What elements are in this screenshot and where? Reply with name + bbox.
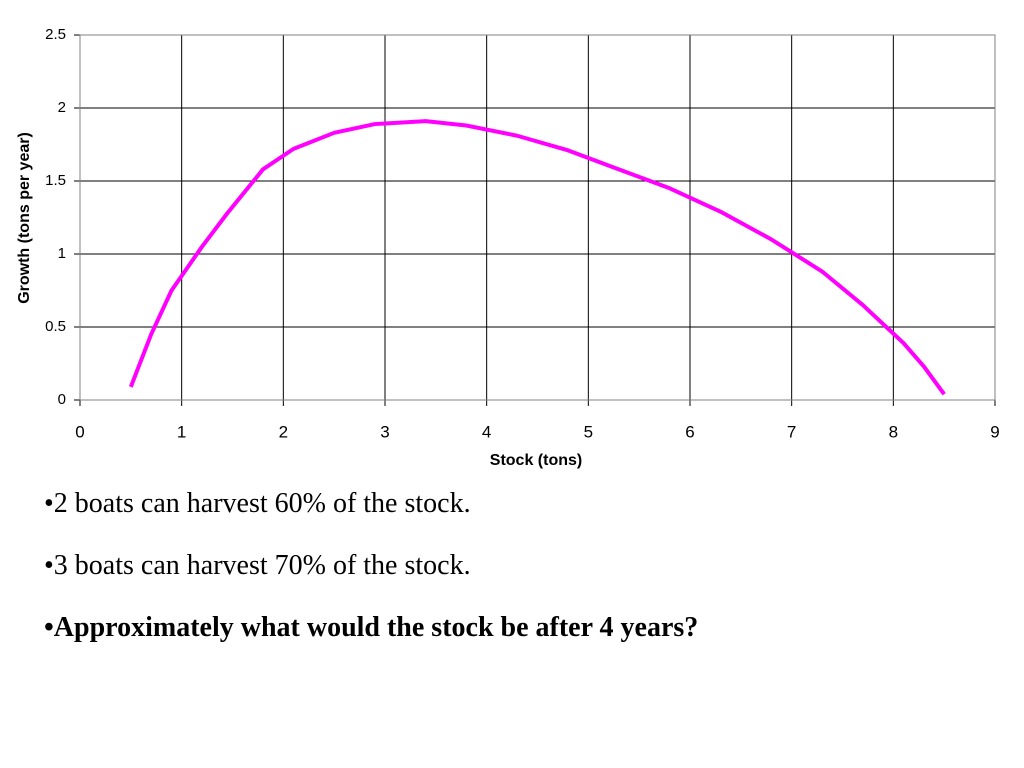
plot-border — [79, 34, 996, 401]
x-tick-label: 7 — [787, 422, 796, 441]
bullet: •2 boats can harvest 60% of the stock. — [44, 488, 471, 519]
y-tick-label: 1.5 — [45, 172, 66, 189]
bullet: •3 boats can harvest 70% of the stock. — [44, 550, 471, 581]
bullet-list: •2 boats can harvest 60% of the stock. •… — [44, 488, 698, 674]
x-axis-label: Stock (tons) — [490, 452, 582, 469]
chart: Stock (tons) Growth (tons per year) 0 0.5… — [16, 26, 1000, 469]
x-tick-label: 3 — [380, 422, 389, 441]
x-tick-label: 8 — [889, 422, 898, 441]
y-tick-label: 2 — [58, 99, 66, 116]
x-tick-label: 5 — [584, 422, 593, 441]
data-line — [128, 119, 946, 396]
y-tick-label: 0.5 — [45, 318, 66, 335]
y-tick-label: 1 — [58, 245, 66, 262]
x-tick-label: 2 — [279, 422, 288, 441]
y-axis-label: Growth (tons per year) — [16, 132, 33, 304]
x-tick-label: 1 — [177, 422, 186, 441]
x-tick-label: 4 — [482, 422, 491, 441]
y-tick-label: 2.5 — [45, 26, 66, 43]
x-tick-label: 0 — [75, 422, 84, 441]
y-tick-label: 0 — [58, 391, 66, 408]
x-tick-label: 6 — [685, 422, 694, 441]
x-tick-label: 9 — [990, 422, 999, 441]
bullet: •Approximately what would the stock be a… — [44, 612, 699, 643]
